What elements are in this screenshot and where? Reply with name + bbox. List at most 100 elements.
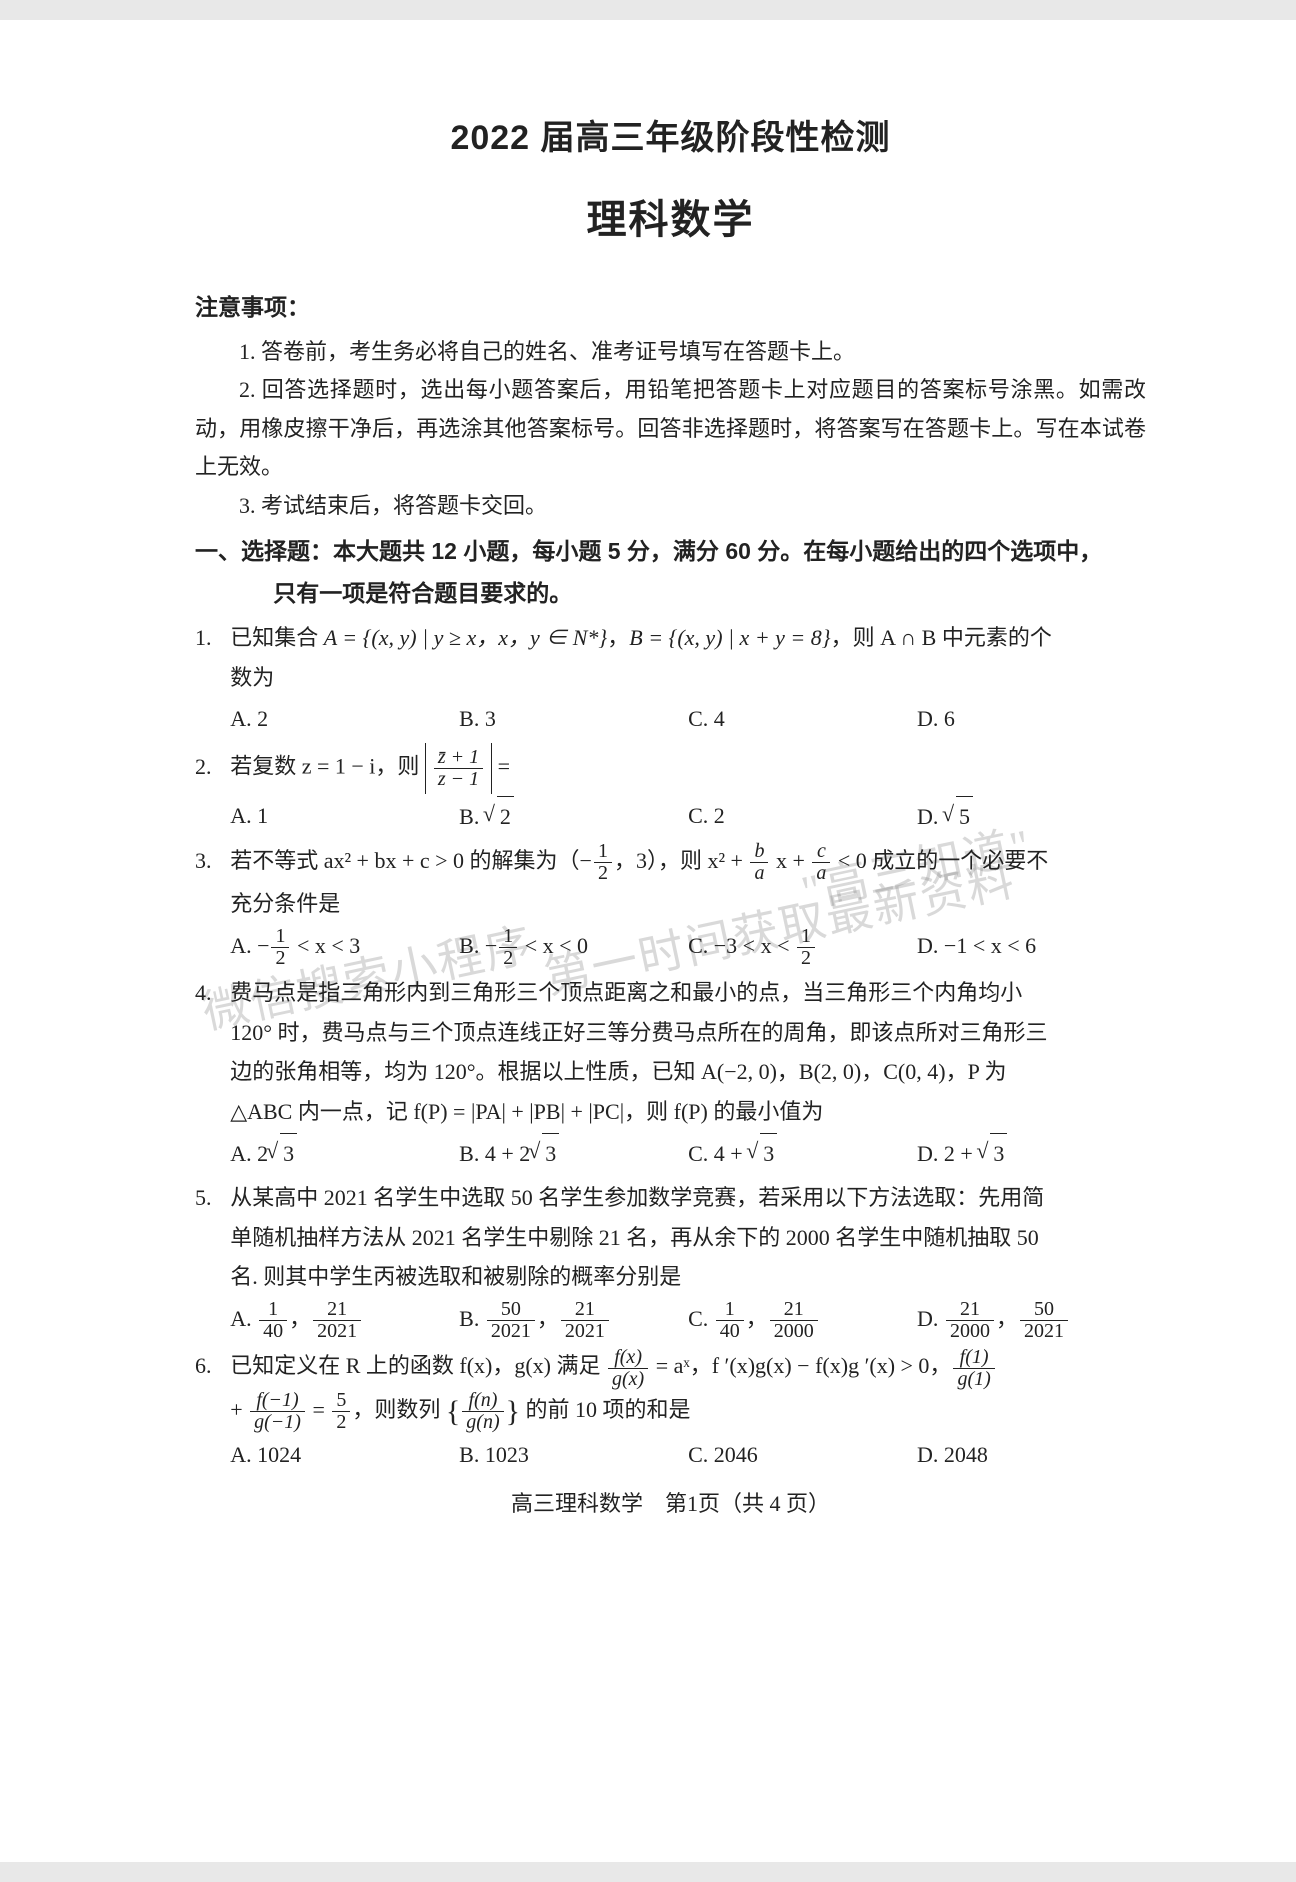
- q4-line2: 120° 时，费马点与三个顶点连线正好三等分费马点所在的周角，即该点所对三角形三: [195, 1013, 1146, 1053]
- choice-c: C. −3 < x < 12: [688, 926, 917, 969]
- q6-text-e: ，则数列: [352, 1397, 446, 1422]
- frac-den: 2021: [487, 1321, 535, 1342]
- frac-den: 40: [259, 1321, 287, 1342]
- choice-d-pre: D.: [917, 1306, 944, 1331]
- fraction: f(x)g(x): [608, 1347, 648, 1390]
- page-footer: 高三理科数学 第1页（共 4 页）: [195, 1485, 1146, 1522]
- fraction: 12: [499, 926, 517, 969]
- notice-item: 1. 答卷前，考生务必将自己的姓名、准考证号填写在答题卡上。: [195, 333, 1146, 372]
- notice-item: 3. 考试结束后，将答题卡交回。: [195, 487, 1146, 526]
- frac-den: 2: [271, 948, 289, 969]
- frac-num: 1: [499, 926, 517, 948]
- frac-num: 1: [271, 926, 289, 948]
- choice-d-pre: D.: [917, 804, 944, 829]
- radicand: 3: [542, 1133, 559, 1174]
- choice-c: C. 4: [688, 699, 917, 739]
- fraction: 140: [259, 1299, 287, 1342]
- fraction: z̄ + 1z − 1: [434, 747, 483, 790]
- frac-den: a: [750, 863, 768, 884]
- frac-den: z − 1: [434, 769, 483, 790]
- q1-text-c: 数为: [195, 658, 1146, 698]
- choice-c: C. 4 + 3: [688, 1133, 917, 1174]
- fraction: 212021: [313, 1299, 361, 1342]
- right-brace-icon: }: [506, 1397, 520, 1427]
- question-2: 2.若复数 z = 1 − i，则 z̄ + 1z − 1 = A. 1 B. …: [195, 743, 1146, 837]
- fraction: 12: [594, 841, 612, 884]
- fraction: 140: [716, 1299, 744, 1342]
- frac-num: 21: [561, 1299, 609, 1321]
- choice-b-pre: B. −: [459, 933, 497, 958]
- choice-b: B. 3: [459, 699, 688, 739]
- choice-b-post: < x < 0: [519, 933, 588, 958]
- fraction: ca: [812, 841, 830, 884]
- sqrt-icon: 5: [944, 796, 973, 837]
- choice-b-pre: B.: [459, 804, 485, 829]
- choice-b-pre: B. 4 + 2: [459, 1141, 530, 1166]
- frac-num: f(−1): [250, 1390, 305, 1412]
- q1-set-a: A = {(x, y) | y ≥ x，x，y ∈ N*}: [324, 625, 608, 650]
- q3-text-c: x +: [770, 848, 810, 873]
- q1-set-b: B = {(x, y) | x + y = 8}: [629, 625, 830, 650]
- frac-num: 5: [332, 1390, 350, 1412]
- sep: ，: [996, 1306, 1018, 1331]
- frac-num: 50: [1020, 1299, 1068, 1321]
- choice-b: B. 502021，212021: [459, 1299, 688, 1342]
- comma: ，: [607, 625, 629, 650]
- question-number: 6.: [195, 1346, 230, 1386]
- radicand: 3: [760, 1133, 777, 1174]
- frac-num: 1: [716, 1299, 744, 1321]
- q6-text-c: +: [230, 1397, 248, 1422]
- frac-num: z̄ + 1: [434, 747, 483, 769]
- q6-line2: + f(−1)g(−1) = 52，则数列 {f(n)g(n)} 的前 10 项…: [195, 1390, 1146, 1433]
- notice-label: 注意事项：: [195, 288, 1146, 327]
- exam-subject: 理科数学: [195, 186, 1146, 254]
- frac-den: 2000: [946, 1321, 994, 1342]
- choice-a-pre: A. −: [230, 933, 269, 958]
- q5-choices: A. 140，212021 B. 502021，212021 C. 140，21…: [195, 1299, 1146, 1342]
- q4-line1: 费马点是指三角形内到三角形三个顶点距离之和最小的点，当三角形三个内角均小: [230, 980, 1022, 1005]
- exam-title: 2022 届高三年级阶段性检测: [195, 110, 1146, 168]
- frac-den: a: [812, 863, 830, 884]
- fraction: 52: [332, 1390, 350, 1433]
- choice-d: D. 2048: [917, 1435, 1146, 1475]
- section-heading: 一、选择题：本大题共 12 小题，每小题 5 分，满分 60 分。在每小题给出的…: [195, 531, 1146, 614]
- q1-text: 已知集合: [230, 625, 324, 650]
- choice-c-pre: C.: [688, 1306, 714, 1331]
- sep: ，: [746, 1306, 768, 1331]
- frac-den: g(n): [462, 1412, 503, 1433]
- fraction: ba: [750, 841, 768, 884]
- choice-a: A. 1: [230, 796, 459, 837]
- q1-text-tail: ，则 A ∩ B 中元素的个: [831, 625, 1052, 650]
- q6-choices: A. 1024 B. 1023 C. 2046 D. 2048: [195, 1435, 1146, 1475]
- q5-line2: 单随机抽样方法从 2021 名学生中剔除 21 名，再从余下的 2000 名学生…: [195, 1218, 1146, 1258]
- section-line2: 只有一项是符合题目要求的。: [195, 573, 1146, 614]
- abs-bars: z̄ + 1z − 1: [425, 743, 492, 794]
- frac-den: 40: [716, 1321, 744, 1342]
- frac-num: 1: [594, 841, 612, 863]
- q5-line3: 名. 则其中学生丙被选取和被剔除的概率分别是: [195, 1257, 1146, 1297]
- frac-den: g(−1): [250, 1412, 305, 1433]
- frac-den: 2: [499, 948, 517, 969]
- fraction: 12: [271, 926, 289, 969]
- section-line1: 一、选择题：本大题共 12 小题，每小题 5 分，满分 60 分。在每小题给出的…: [195, 538, 1102, 564]
- choice-d: D. −1 < x < 6: [917, 926, 1146, 969]
- choice-a-post: < x < 3: [291, 933, 360, 958]
- q3-text-a: 若不等式 ax² + bx + c > 0 的解集为（−: [230, 848, 592, 873]
- choice-a: A. 23: [230, 1133, 459, 1174]
- frac-den: g(x): [608, 1369, 648, 1390]
- choice-a: A. −12 < x < 3: [230, 926, 459, 969]
- q3-text-b: ，3），则 x² +: [614, 848, 749, 873]
- frac-num: c: [812, 841, 830, 863]
- fraction: 212000: [946, 1299, 994, 1342]
- q6-text-d: =: [307, 1397, 330, 1422]
- choice-a-pre: A.: [230, 1306, 257, 1331]
- question-5: 5.从某高中 2021 名学生中选取 50 名学生参加数学竞赛，若采用以下方法选…: [195, 1178, 1146, 1342]
- frac-num: f(1): [953, 1347, 994, 1369]
- q4-line3: 边的张角相等，均为 120°。根据以上性质，已知 A(−2, 0)，B(2, 0…: [195, 1052, 1146, 1092]
- fraction: 212000: [770, 1299, 818, 1342]
- choice-d: D. 6: [917, 699, 1146, 739]
- fraction: f(−1)g(−1): [250, 1390, 305, 1433]
- sep: ，: [289, 1306, 311, 1331]
- fraction: 12: [797, 926, 815, 969]
- notice-item: 2. 回答选择题时，选出每小题答案后，用铅笔把答题卡上对应题目的答案标号涂黑。如…: [195, 371, 1146, 487]
